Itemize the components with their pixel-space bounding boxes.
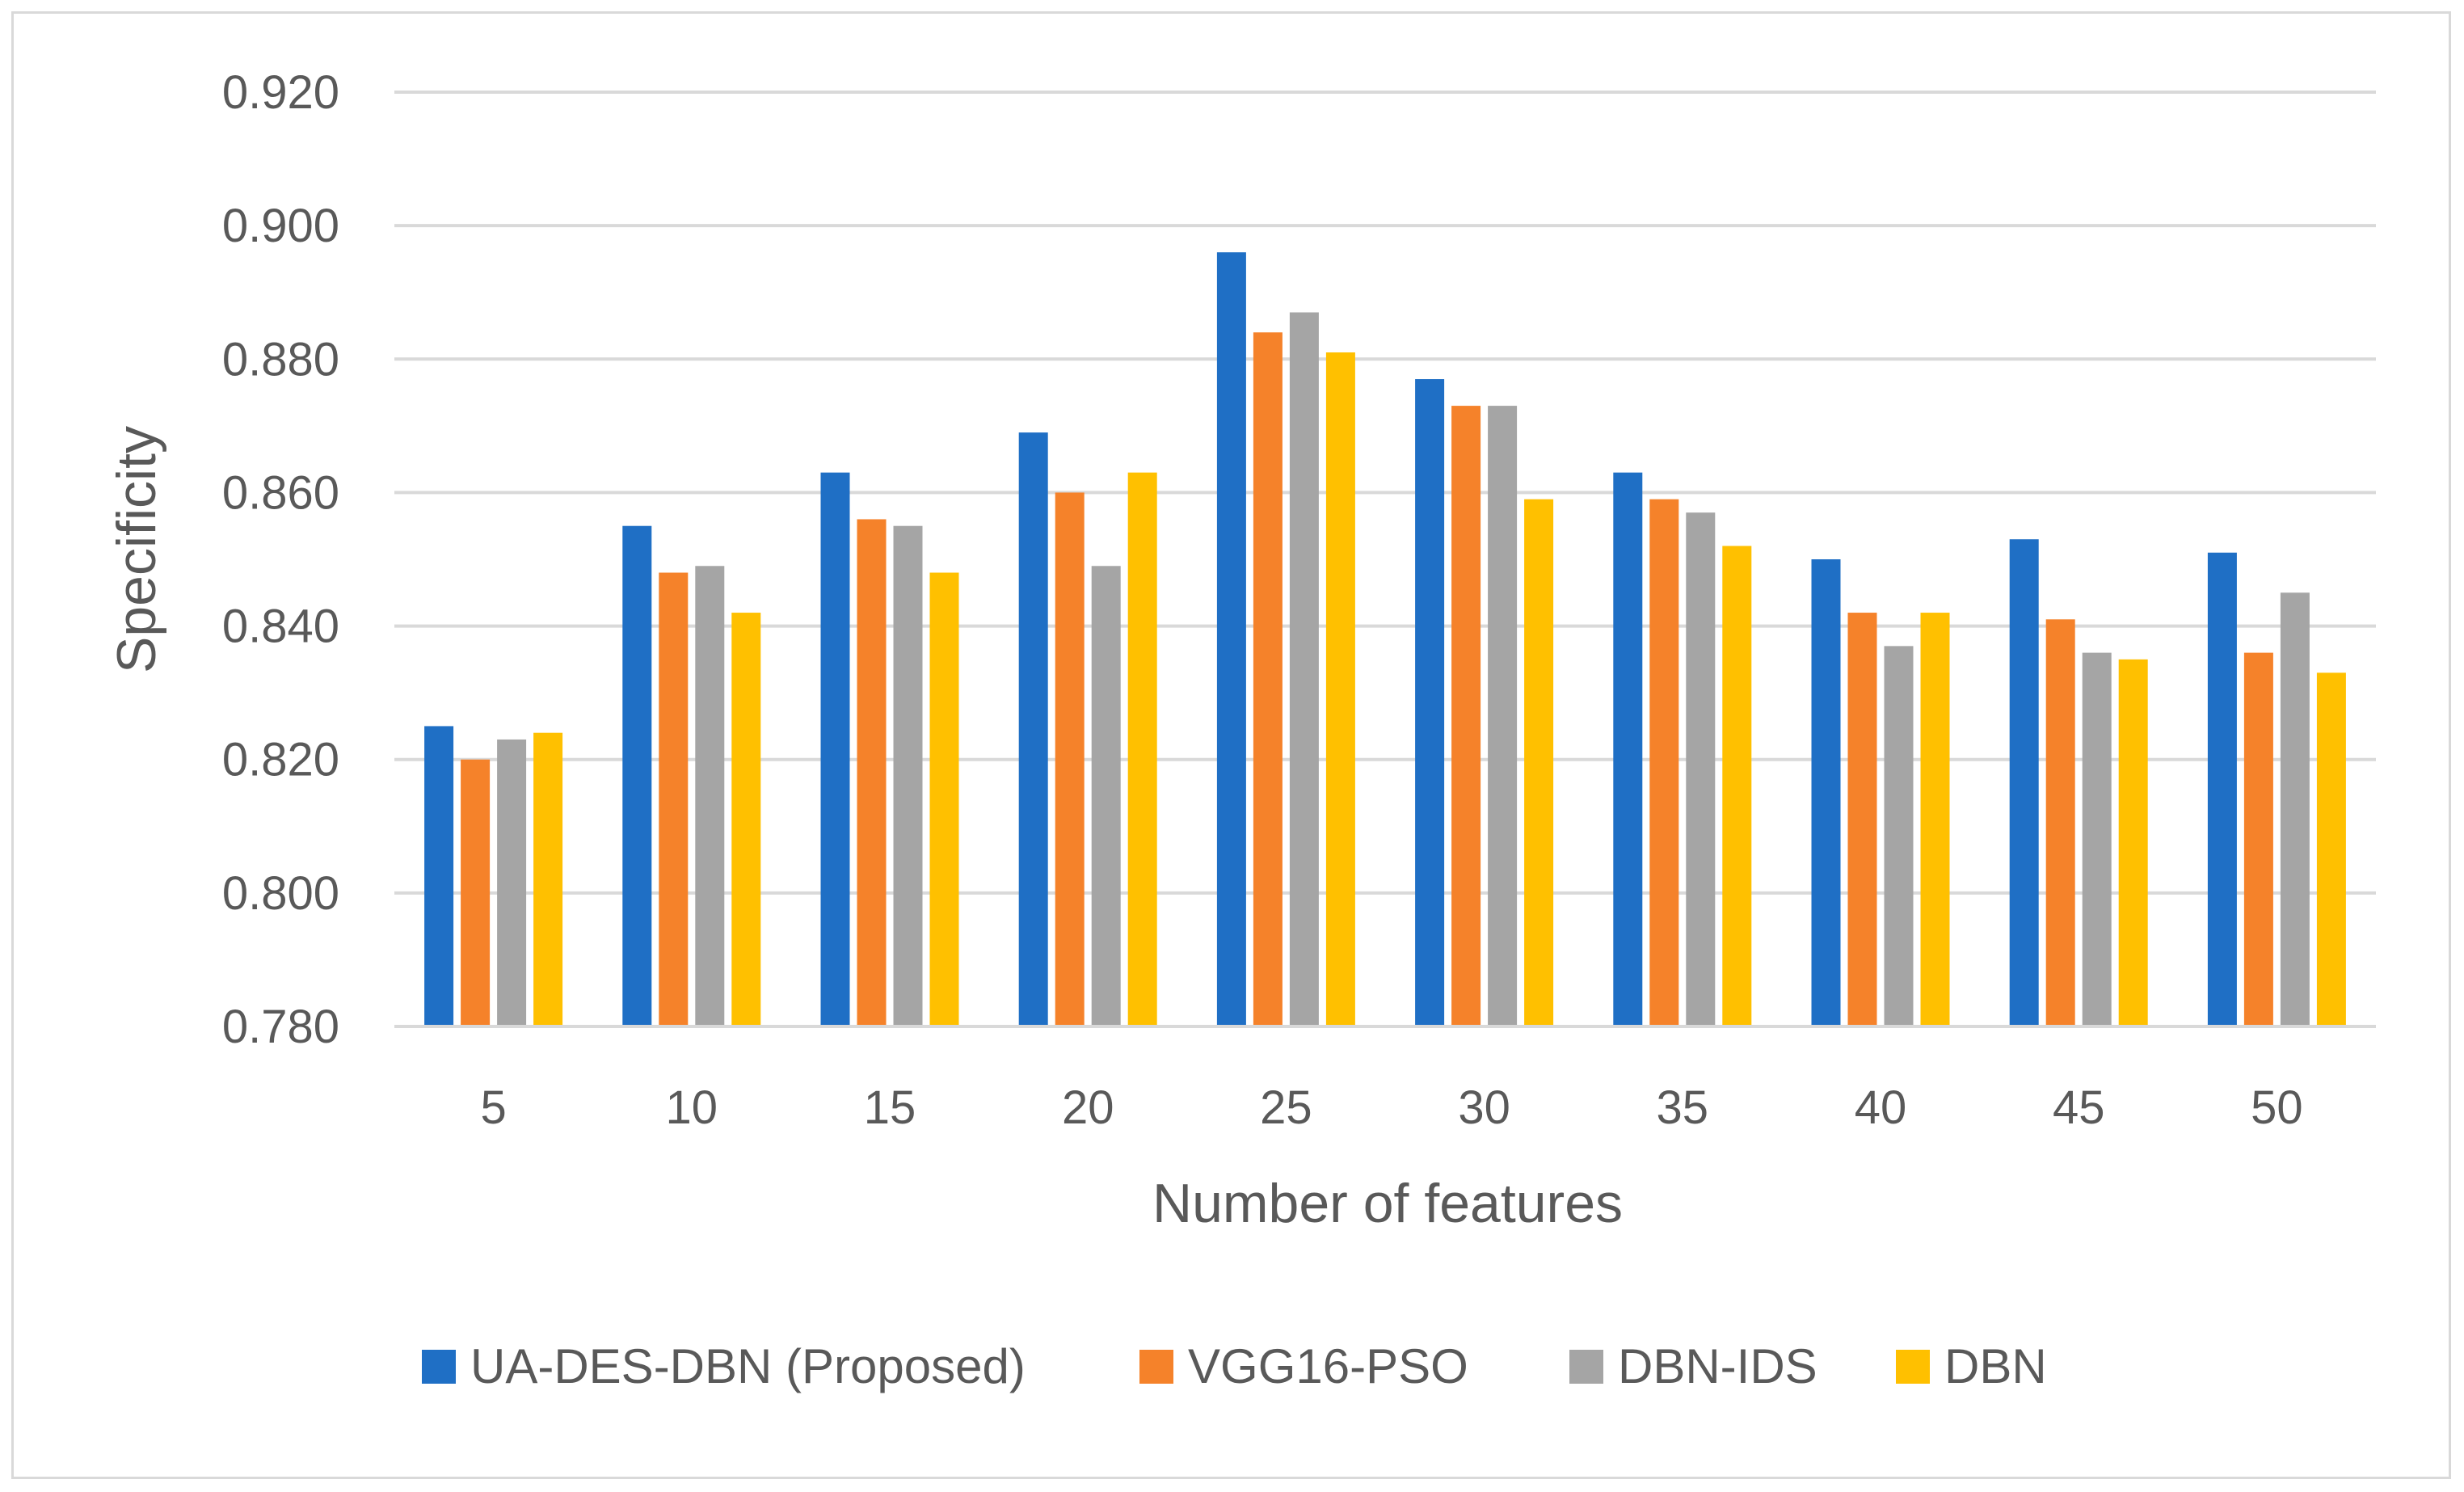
y-tick-label: 0.860 bbox=[222, 466, 339, 519]
legend-swatch bbox=[1139, 1350, 1173, 1384]
y-tick-label: 0.840 bbox=[222, 601, 339, 653]
bar-ua-des-dbn-proposed-20 bbox=[1018, 432, 1048, 1026]
y-tick-label: 0.800 bbox=[222, 867, 339, 920]
x-tick-label: 50 bbox=[2251, 1081, 2303, 1134]
bar-vgg16-pso-5 bbox=[461, 759, 491, 1026]
bar-dbn-ids-10 bbox=[695, 566, 725, 1026]
bar-dbn-15 bbox=[929, 572, 959, 1026]
legend-item: VGG16-PSO bbox=[1139, 1339, 1468, 1393]
bar-dbn-ids-5 bbox=[497, 739, 527, 1026]
legend-label: DBN-IDS bbox=[1618, 1339, 1817, 1393]
y-tick-label: 0.920 bbox=[222, 66, 339, 119]
bar-dbn-25 bbox=[1325, 352, 1355, 1026]
bar-dbn-5 bbox=[533, 732, 563, 1026]
x-axis-ticks: 5 10 15 20 25 30 35 40 45 50 bbox=[480, 1081, 2302, 1134]
bar-vgg16-pso-20 bbox=[1055, 492, 1085, 1026]
legend-item: DBN-IDS bbox=[1569, 1339, 1817, 1393]
legend-label: VGG16-PSO bbox=[1188, 1339, 1468, 1393]
legend-item: UA-DES-DBN (Proposed) bbox=[422, 1339, 1026, 1393]
gridlines bbox=[394, 91, 2376, 1028]
bar-ua-des-dbn-proposed-35 bbox=[1613, 472, 1643, 1026]
bar-dbn-20 bbox=[1127, 472, 1157, 1026]
legend-label: DBN bbox=[1944, 1339, 2047, 1393]
legend-swatch bbox=[1569, 1350, 1603, 1384]
y-axis-ticks: 0.780 0.800 0.820 0.840 0.860 0.880 0.900 0.920 bbox=[222, 66, 339, 1053]
legend-item: DBN bbox=[1896, 1339, 2047, 1393]
legend: UA-DES-DBN (Proposed) VGG16-PSO DBN-IDS DBN bbox=[422, 1339, 2047, 1393]
x-tick-label: 10 bbox=[666, 1081, 718, 1134]
bar-ua-des-dbn-proposed-25 bbox=[1216, 252, 1246, 1027]
bar-ua-des-dbn-proposed-5 bbox=[424, 726, 454, 1026]
bar-vgg16-pso-40 bbox=[1847, 613, 1877, 1026]
bar-vgg16-pso-50 bbox=[2243, 652, 2273, 1026]
x-tick-label: 20 bbox=[1062, 1081, 1114, 1134]
y-tick-label: 0.780 bbox=[222, 1001, 339, 1053]
x-tick-label: 30 bbox=[1458, 1081, 1510, 1134]
bar-dbn-30 bbox=[1524, 499, 1554, 1026]
x-tick-label: 40 bbox=[1855, 1081, 1907, 1134]
y-tick-label: 0.900 bbox=[222, 200, 339, 252]
bar-dbn-40 bbox=[1920, 613, 1950, 1026]
bar-ua-des-dbn-proposed-40 bbox=[1811, 559, 1841, 1026]
bar-dbn-ids-45 bbox=[2082, 652, 2112, 1026]
y-tick-label: 0.880 bbox=[222, 333, 339, 386]
bar-vgg16-pso-45 bbox=[2045, 619, 2075, 1026]
bar-dbn-ids-30 bbox=[1488, 406, 1518, 1027]
bar-dbn-ids-35 bbox=[1686, 512, 1716, 1026]
bar-dbn-ids-50 bbox=[2280, 592, 2310, 1026]
bar-dbn-ids-40 bbox=[1884, 646, 1914, 1026]
legend-label: UA-DES-DBN (Proposed) bbox=[470, 1339, 1026, 1393]
bar-vgg16-pso-10 bbox=[659, 572, 689, 1026]
legend-swatch bbox=[422, 1350, 456, 1384]
bar-ua-des-dbn-proposed-50 bbox=[2207, 552, 2237, 1026]
bar-vgg16-pso-35 bbox=[1649, 499, 1679, 1026]
y-tick-label: 0.820 bbox=[222, 734, 339, 786]
bar-dbn-ids-15 bbox=[893, 525, 923, 1026]
bar-dbn-ids-20 bbox=[1091, 566, 1121, 1026]
x-axis-title: Number of features bbox=[1152, 1173, 1623, 1234]
x-tick-label: 15 bbox=[864, 1081, 916, 1134]
bar-ua-des-dbn-proposed-30 bbox=[1415, 379, 1445, 1026]
legend-swatch bbox=[1896, 1350, 1930, 1384]
bars bbox=[394, 252, 2376, 1028]
x-tick-label: 45 bbox=[2053, 1081, 2105, 1134]
bar-ua-des-dbn-proposed-10 bbox=[622, 525, 652, 1026]
x-tick-label: 5 bbox=[480, 1081, 506, 1134]
bar-dbn-45 bbox=[2118, 659, 2148, 1026]
bar-vgg16-pso-25 bbox=[1253, 332, 1283, 1026]
y-axis-title: Specificity bbox=[106, 426, 167, 673]
x-tick-label: 25 bbox=[1260, 1081, 1312, 1134]
bar-dbn-35 bbox=[1722, 546, 1752, 1026]
bar-ua-des-dbn-proposed-45 bbox=[2009, 539, 2039, 1026]
x-tick-label: 35 bbox=[1657, 1081, 1709, 1134]
bar-dbn-10 bbox=[731, 613, 761, 1026]
bar-dbn-ids-25 bbox=[1289, 312, 1319, 1026]
bar-ua-des-dbn-proposed-15 bbox=[820, 472, 850, 1026]
bar-vgg16-pso-15 bbox=[857, 519, 887, 1026]
bar-dbn-50 bbox=[2316, 672, 2346, 1026]
bar-vgg16-pso-30 bbox=[1451, 406, 1481, 1027]
